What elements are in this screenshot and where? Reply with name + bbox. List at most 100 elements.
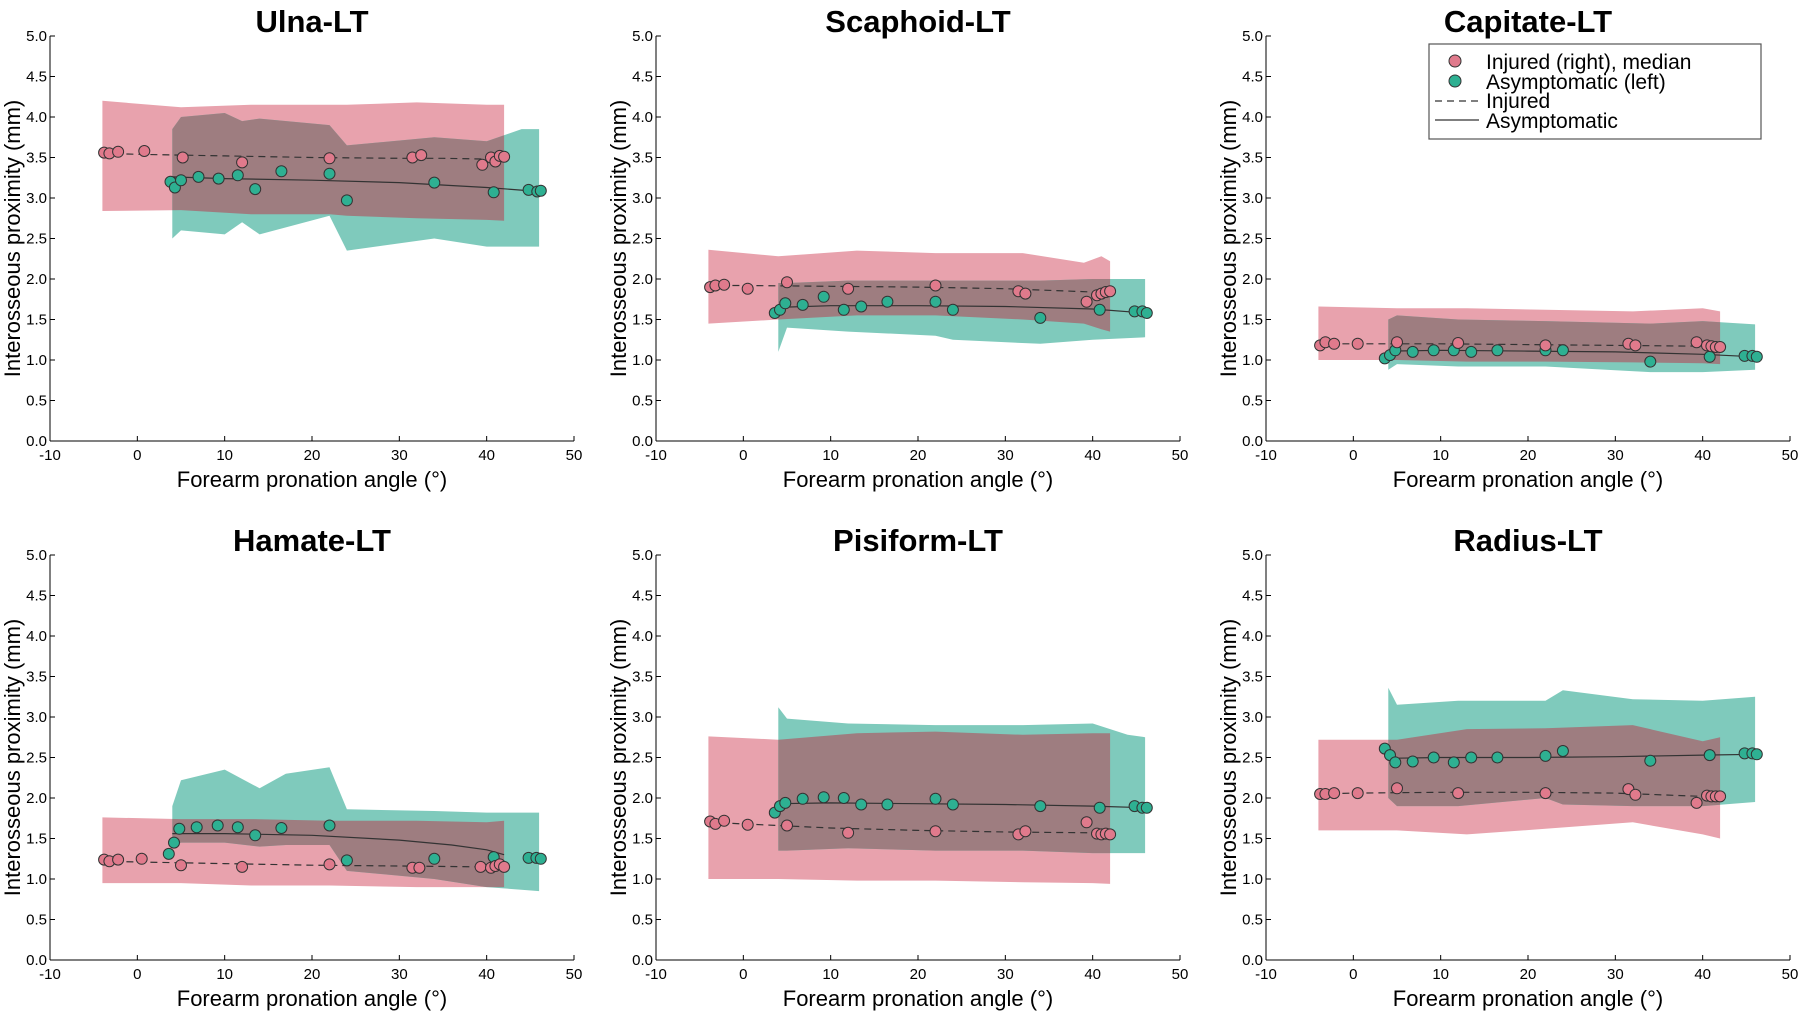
injured-point [929, 279, 942, 292]
asymptomatic-point [190, 821, 203, 834]
legend: Injured (right), median Asymptomatic (le… [1428, 43, 1762, 140]
asymptomatic-point [881, 798, 894, 811]
overlap-band [1388, 315, 1721, 365]
x-tick-label: 10 [1432, 966, 1449, 983]
x-tick-label: 0 [739, 966, 747, 983]
y-tick-label: 2.0 [26, 271, 47, 288]
asymptomatic-point [168, 836, 180, 849]
asymptomatic-point [173, 822, 186, 835]
y-tick-label: 1.5 [26, 312, 47, 329]
injured-point [1391, 782, 1403, 795]
asymptomatic-point [1406, 345, 1419, 358]
y-tick-label: 0.5 [26, 393, 47, 410]
x-axis-label: Forearm pronation angle (°) [1393, 467, 1663, 492]
y-tick-label: 1.0 [1242, 871, 1263, 888]
x-tick-label: -10 [39, 447, 61, 464]
y-tick-label: 1.0 [26, 871, 47, 888]
injured-point [1629, 339, 1642, 352]
asymptomatic-point [837, 303, 850, 316]
injured-point [1080, 295, 1093, 308]
x-axis-label: Forearm pronation angle (°) [783, 467, 1053, 492]
panel-title-pisiform-lt: Pisiform-LT [833, 523, 1003, 558]
y-tick-label: 2.5 [632, 231, 653, 248]
asymptomatic-point [1140, 801, 1153, 814]
asymptomatic-point [1427, 344, 1440, 357]
x-tick-label: 10 [216, 447, 233, 464]
y-tick-label: 0.0 [632, 952, 653, 969]
asymptomatic-point [340, 854, 353, 867]
injured-point [1019, 287, 1032, 300]
x-tick-label: 50 [1172, 966, 1189, 983]
injured-point [413, 861, 426, 874]
injured-point [929, 825, 942, 838]
y-tick-label: 2.0 [632, 271, 653, 288]
injured-point [176, 151, 189, 164]
asymptomatic-point [1093, 801, 1106, 814]
x-tick-label: -10 [645, 966, 667, 983]
asymptomatic-point [175, 174, 187, 187]
x-axis-label: Forearm pronation angle (°) [1393, 986, 1663, 1011]
x-tick-label: 20 [304, 447, 321, 464]
y-tick-label: 0.0 [26, 952, 47, 969]
asymptomatic-point [534, 852, 547, 865]
x-tick-label: 50 [566, 966, 583, 983]
x-axis-label: Forearm pronation angle (°) [177, 986, 447, 1011]
x-tick-label: 40 [1084, 447, 1101, 464]
asymptomatic-point [1750, 350, 1763, 363]
injured-point [1452, 337, 1465, 349]
x-tick-label: 0 [133, 966, 141, 983]
injured-point [1080, 816, 1093, 829]
asymptomatic-point [946, 303, 959, 316]
asymptomatic-point [249, 183, 262, 196]
y-tick-label: 1.5 [632, 831, 653, 848]
asymptomatic-point [340, 194, 353, 207]
injured-point [1351, 787, 1364, 800]
y-tick-label: 4.0 [632, 109, 653, 126]
asymptomatic-point [837, 792, 850, 804]
x-tick-label: -10 [1255, 966, 1277, 983]
x-tick-label: 40 [1694, 447, 1711, 464]
y-tick-label: 4.5 [632, 69, 653, 86]
injured-point [842, 282, 855, 295]
asymptomatic-point [1465, 751, 1478, 764]
injured-point [236, 156, 249, 169]
x-tick-label: 20 [1520, 966, 1537, 983]
asymptomatic-point [1644, 355, 1657, 368]
asymptomatic-point [487, 186, 500, 199]
x-tick-label: 30 [391, 966, 408, 983]
asymptomatic-point [1140, 307, 1153, 319]
injured-point [415, 149, 428, 162]
y-tick-label: 5.0 [26, 28, 47, 45]
injured-point [474, 860, 487, 873]
legend-injured-marker-label: Injured (right), median [1486, 51, 1691, 74]
x-tick-label: 30 [391, 447, 408, 464]
injured-point [1690, 336, 1703, 349]
y-tick-label: 3.0 [1242, 709, 1263, 726]
asymptomatic-point [1447, 756, 1460, 769]
asymptomatic-point [929, 295, 942, 308]
x-tick-label: 40 [478, 966, 495, 983]
y-tick-label: 3.5 [26, 150, 47, 167]
y-tick-label: 4.0 [26, 109, 47, 126]
y-tick-label: 1.5 [26, 831, 47, 848]
y-tick-label: 2.0 [1242, 271, 1263, 288]
y-tick-label: 4.5 [26, 69, 47, 86]
asymptomatic-point [1034, 311, 1047, 324]
asymptomatic-point [1703, 749, 1716, 762]
legend-asymptomatic-marker [1448, 74, 1462, 88]
panel-capitate-lt: 0.0 0.5 1.0 1.5 2.0 2.5 3.0 3.5 4.0 4.5 5.0 -10 0 10 2… [1216, 4, 1798, 492]
y-tick-label: 4.0 [1242, 628, 1263, 645]
y-tick-label: 0.5 [632, 393, 653, 410]
overlap-band [778, 731, 1111, 854]
x-tick-label: 30 [997, 966, 1014, 983]
asymptomatic-point [428, 852, 441, 865]
y-tick-label: 0.0 [632, 433, 653, 450]
x-tick-label: -10 [1255, 447, 1277, 464]
injured-point [1328, 337, 1341, 350]
x-tick-label: 0 [1349, 966, 1357, 983]
x-tick-label: 30 [997, 447, 1014, 464]
injured-point [1019, 825, 1032, 838]
asymptomatic-point [162, 847, 175, 860]
x-tick-label: 0 [133, 447, 141, 464]
